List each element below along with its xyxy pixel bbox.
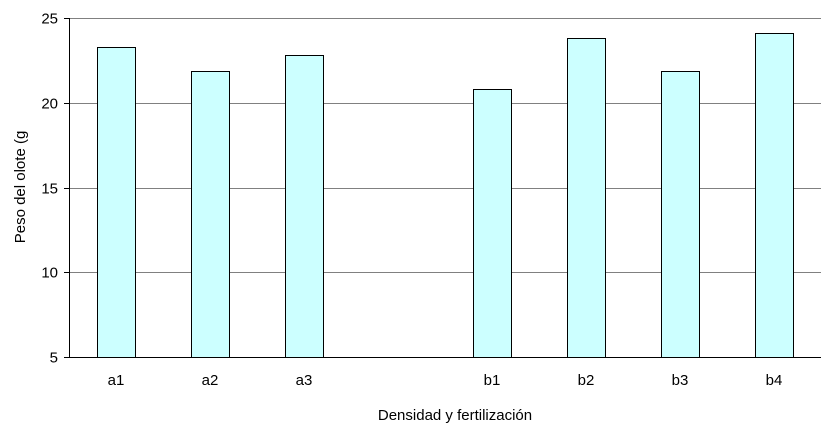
gridlines xyxy=(69,18,821,273)
y-tick-label-5: 5 xyxy=(50,350,58,367)
y-tick-label-25: 25 xyxy=(41,11,58,28)
x-tick-label-a3: a3 xyxy=(296,372,313,389)
bar-a1 xyxy=(97,47,136,358)
x-axis-label: Densidad y fertilización xyxy=(378,407,532,424)
y-axis-label: Peso del olote (g xyxy=(12,131,29,244)
x-tick-label-b2: b2 xyxy=(578,372,595,389)
x-tick-label-b1: b1 xyxy=(484,372,501,389)
axes xyxy=(69,18,821,358)
bar-b1 xyxy=(473,89,512,358)
y-tick-label-15: 15 xyxy=(41,181,58,198)
x-tick-label-a1: a1 xyxy=(108,372,125,389)
bar-a2 xyxy=(191,71,230,358)
bar-b2 xyxy=(567,38,606,358)
bars xyxy=(97,33,794,358)
bar-a3 xyxy=(285,55,324,358)
bar-b3 xyxy=(661,71,700,358)
y-tick-label-20: 20 xyxy=(41,96,58,113)
y-tick-label-10: 10 xyxy=(41,265,58,282)
x-tick-labels: a1 a2 a3 b1 b2 b3 b4 xyxy=(108,372,783,389)
x-tick-label-a2: a2 xyxy=(202,372,219,389)
bar-b4 xyxy=(755,33,794,358)
y-tick-labels: 5 10 15 20 25 xyxy=(41,11,69,367)
x-tick-label-b4: b4 xyxy=(766,372,783,389)
x-tick-label-b3: b3 xyxy=(672,372,689,389)
